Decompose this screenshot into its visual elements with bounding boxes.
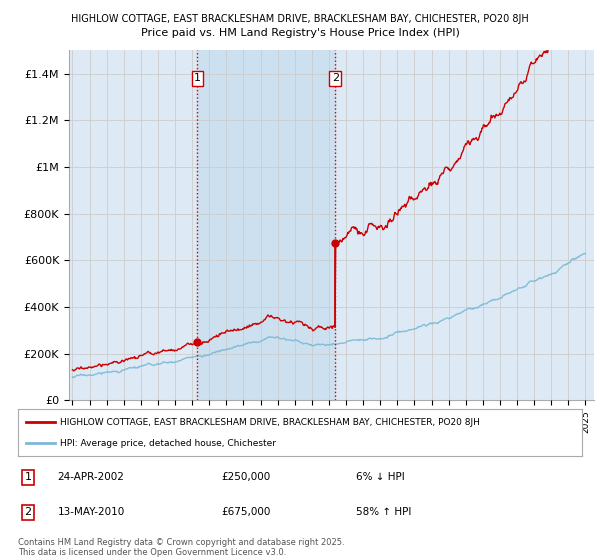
- Text: HIGHLOW COTTAGE, EAST BRACKLESHAM DRIVE, BRACKLESHAM BAY, CHICHESTER, PO20 8JH: HIGHLOW COTTAGE, EAST BRACKLESHAM DRIVE,…: [71, 14, 529, 24]
- Text: HPI: Average price, detached house, Chichester: HPI: Average price, detached house, Chic…: [60, 438, 277, 447]
- Text: 13-MAY-2010: 13-MAY-2010: [58, 507, 125, 517]
- Text: 6% ↓ HPI: 6% ↓ HPI: [356, 473, 405, 482]
- Text: 1: 1: [25, 473, 32, 482]
- Text: £250,000: £250,000: [221, 473, 270, 482]
- Text: Contains HM Land Registry data © Crown copyright and database right 2025.
This d: Contains HM Land Registry data © Crown c…: [18, 538, 344, 557]
- Text: £675,000: £675,000: [221, 507, 271, 517]
- Text: 58% ↑ HPI: 58% ↑ HPI: [356, 507, 412, 517]
- Text: 24-APR-2002: 24-APR-2002: [58, 473, 124, 482]
- Text: 2: 2: [332, 73, 339, 83]
- Text: Price paid vs. HM Land Registry's House Price Index (HPI): Price paid vs. HM Land Registry's House …: [140, 28, 460, 38]
- Text: 2: 2: [25, 507, 32, 517]
- Text: HIGHLOW COTTAGE, EAST BRACKLESHAM DRIVE, BRACKLESHAM BAY, CHICHESTER, PO20 8JH: HIGHLOW COTTAGE, EAST BRACKLESHAM DRIVE,…: [60, 418, 480, 427]
- Bar: [197, 50, 335, 400]
- Text: 1: 1: [194, 73, 201, 83]
